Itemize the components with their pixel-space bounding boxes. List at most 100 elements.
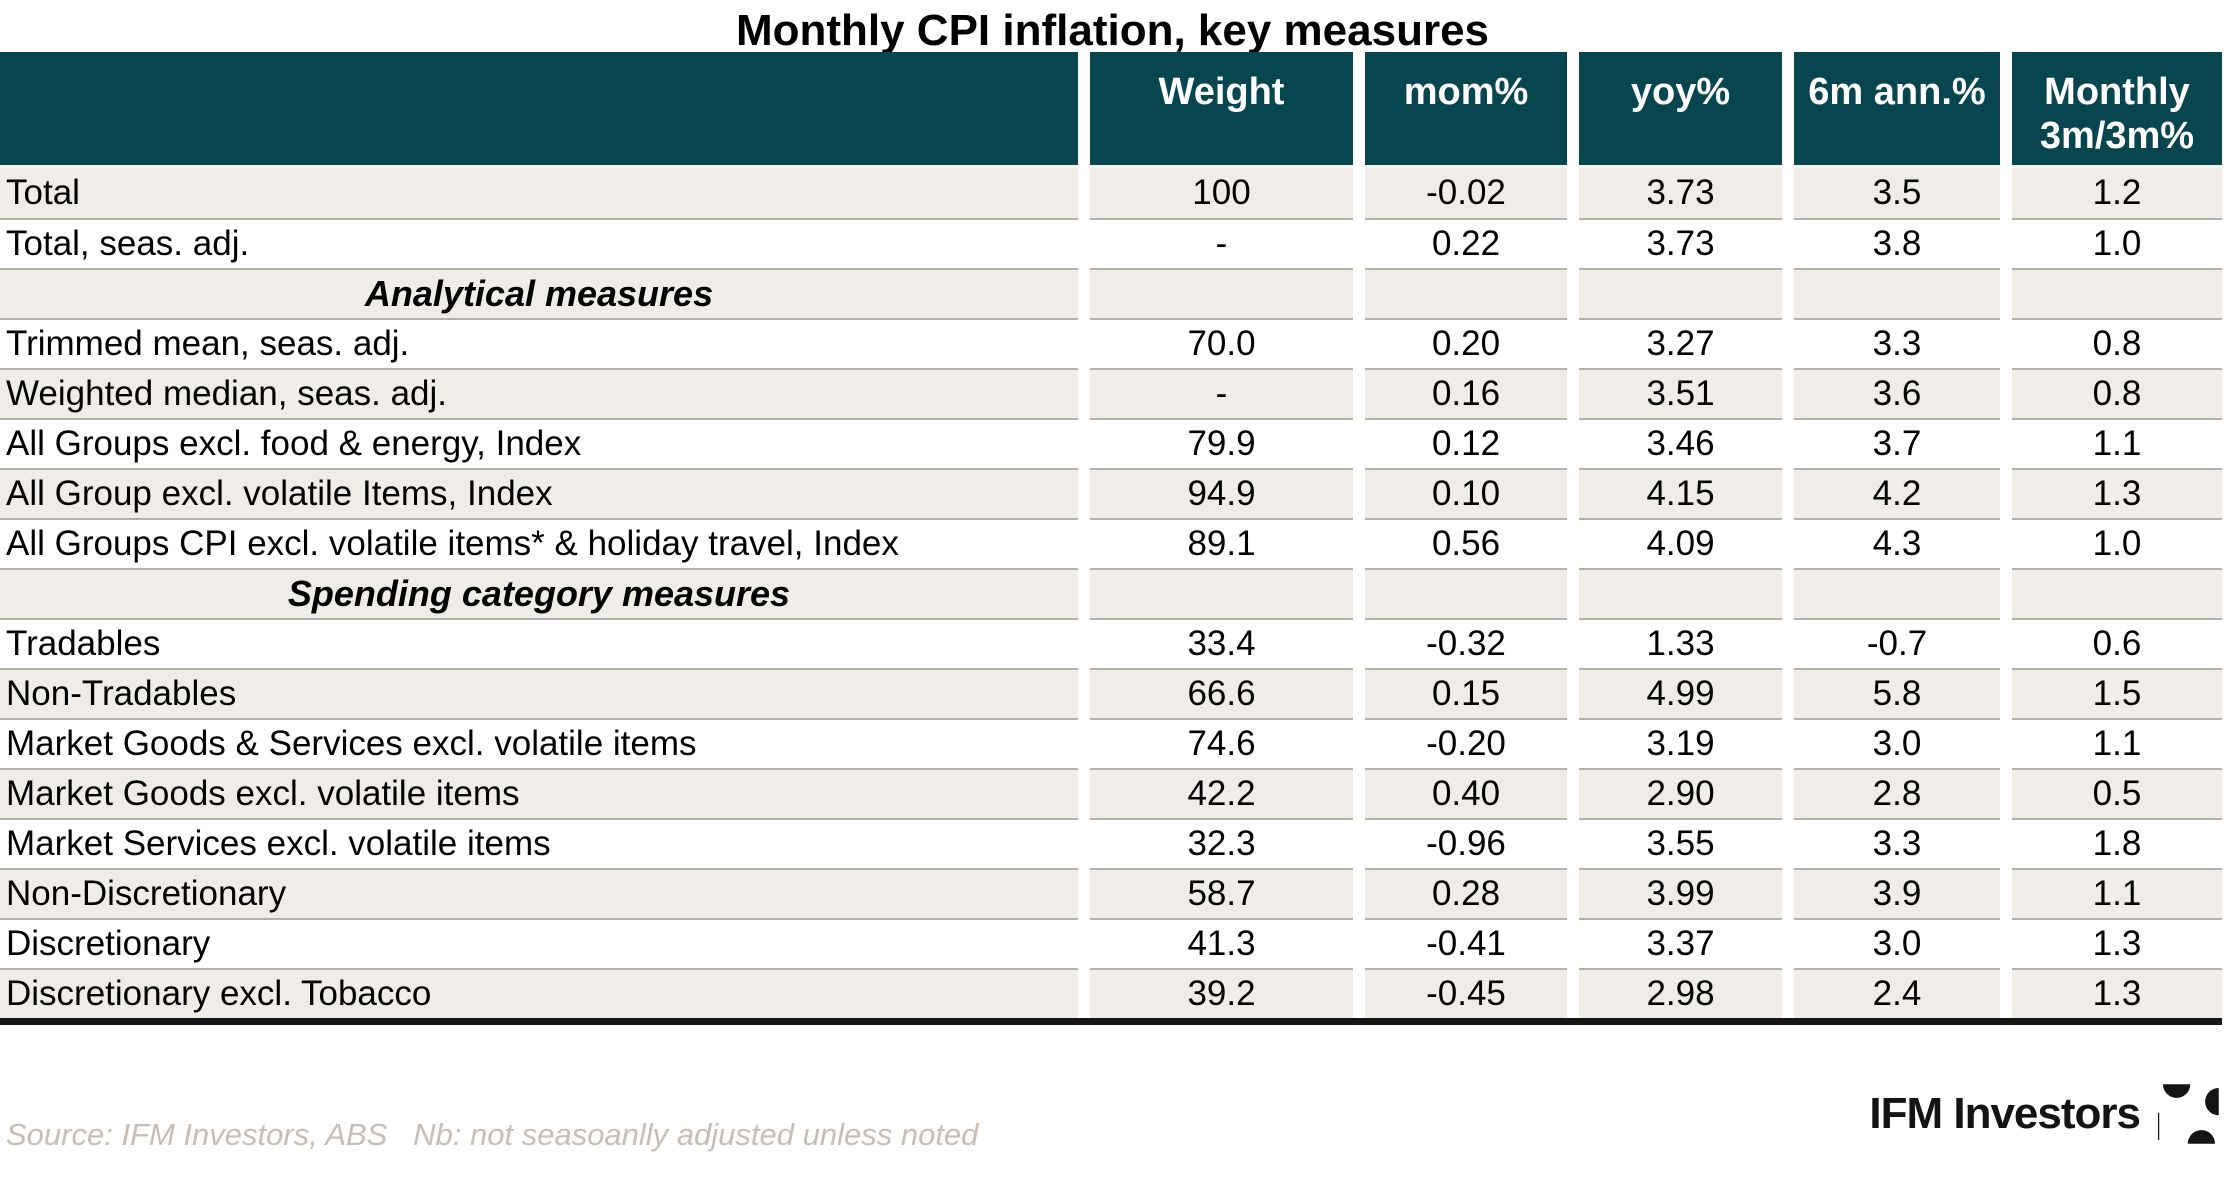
cell-mom: -0.45 xyxy=(1365,968,1567,1018)
footnote-source: Source: IFM Investors, ABS Nb: not seaso… xyxy=(6,1117,979,1152)
row-label: All Groups excl. food & energy, Index xyxy=(0,418,1078,468)
cell-mom: 0.16 xyxy=(1365,368,1567,418)
cell-ann6m: 3.5 xyxy=(1794,168,2000,218)
cell-weight: - xyxy=(1090,368,1353,418)
cell-mom xyxy=(1365,568,1567,618)
cell-yoy: 3.37 xyxy=(1579,918,1782,968)
cell-weight: 58.7 xyxy=(1090,868,1353,918)
cell-yoy: 4.15 xyxy=(1579,468,1782,518)
cell-yoy: 2.98 xyxy=(1579,968,1782,1018)
row-label: Non-Discretionary xyxy=(0,868,1078,918)
cell-m3m3: 0.5 xyxy=(2012,768,2222,818)
cell-weight: 79.9 xyxy=(1090,418,1353,468)
row-label: Market Goods & Services excl. volatile i… xyxy=(0,718,1078,768)
ifm-investors-logo: IFM Investors xyxy=(1869,1083,2220,1145)
cell-yoy xyxy=(1579,568,1782,618)
row-label: Trimmed mean, seas. adj. xyxy=(0,318,1078,368)
cell-ann6m: 3.9 xyxy=(1794,868,2000,918)
cell-ann6m: -0.7 xyxy=(1794,618,2000,668)
row-label: All Groups CPI excl. volatile items* & h… xyxy=(0,518,1078,568)
cell-ann6m: 3.6 xyxy=(1794,368,2000,418)
footnotes: Source: IFM Investors, ABS Nb: not seaso… xyxy=(0,1025,2225,1199)
cell-mom: -0.02 xyxy=(1365,168,1567,218)
cell-yoy: 3.73 xyxy=(1579,218,1782,268)
cell-weight xyxy=(1090,568,1353,618)
cell-m3m3: 1.2 xyxy=(2012,168,2222,218)
cell-m3m3: 1.8 xyxy=(2012,818,2222,868)
cell-mom: 0.15 xyxy=(1365,668,1567,718)
col-header-weight: Weight xyxy=(1090,52,1353,168)
cell-mom: 0.12 xyxy=(1365,418,1567,468)
cell-ann6m: 3.0 xyxy=(1794,718,2000,768)
cell-ann6m: 3.8 xyxy=(1794,218,2000,268)
cell-yoy: 1.33 xyxy=(1579,618,1782,668)
row-label: Non-Tradables xyxy=(0,668,1078,718)
cell-weight: 66.6 xyxy=(1090,668,1353,718)
cell-ann6m: 3.3 xyxy=(1794,318,2000,368)
cell-ann6m xyxy=(1794,568,2000,618)
row-label: Total, seas. adj. xyxy=(0,218,1078,268)
ifm-pinwheel-icon xyxy=(2158,1084,2219,1144)
cell-m3m3: 1.0 xyxy=(2012,218,2222,268)
cell-yoy: 3.27 xyxy=(1579,318,1782,368)
cell-m3m3 xyxy=(2012,268,2222,318)
cell-weight: 33.4 xyxy=(1090,618,1353,668)
row-label: Market Goods excl. volatile items xyxy=(0,768,1078,818)
cell-ann6m: 5.8 xyxy=(1794,668,2000,718)
col-header-6m-ann: 6m ann.% xyxy=(1794,52,2000,168)
cell-yoy: 2.90 xyxy=(1579,768,1782,818)
cell-ann6m: 3.0 xyxy=(1794,918,2000,968)
cell-yoy: 3.99 xyxy=(1579,868,1782,918)
cell-ann6m: 2.4 xyxy=(1794,968,2000,1018)
row-label: Discretionary excl. Tobacco xyxy=(0,968,1078,1018)
cell-yoy: 3.73 xyxy=(1579,168,1782,218)
cell-weight: 74.6 xyxy=(1090,718,1353,768)
row-label: Weighted median, seas. adj. xyxy=(0,368,1078,418)
col-header-monthly-3m3m: Monthly 3m/3m% xyxy=(2012,52,2222,168)
cell-weight: 32.3 xyxy=(1090,818,1353,868)
cell-m3m3: 1.3 xyxy=(2012,918,2222,968)
section-row-label: Spending category measures xyxy=(0,568,1078,618)
cell-mom: 0.20 xyxy=(1365,318,1567,368)
cell-mom: -0.96 xyxy=(1365,818,1567,868)
cell-mom: 0.22 xyxy=(1365,218,1567,268)
cell-m3m3: 1.0 xyxy=(2012,518,2222,568)
cell-mom: -0.20 xyxy=(1365,718,1567,768)
row-label: Total xyxy=(0,168,1078,218)
col-header-mom: mom% xyxy=(1365,52,1567,168)
cell-m3m3: 1.1 xyxy=(2012,418,2222,468)
ifm-investors-logo-text: IFM Investors xyxy=(1869,1089,2141,1138)
cell-mom: 0.56 xyxy=(1365,518,1567,568)
row-label: All Group excl. volatile Items, Index xyxy=(0,468,1078,518)
cell-m3m3: 1.1 xyxy=(2012,718,2222,768)
cell-ann6m: 2.8 xyxy=(1794,768,2000,818)
cell-mom: -0.32 xyxy=(1365,618,1567,668)
cell-weight: 41.3 xyxy=(1090,918,1353,968)
cell-weight: - xyxy=(1090,218,1353,268)
cell-weight: 39.2 xyxy=(1090,968,1353,1018)
page-title: Monthly CPI inflation, key measures xyxy=(735,6,1490,55)
cell-m3m3: 0.6 xyxy=(2012,618,2222,668)
cell-yoy: 3.55 xyxy=(1579,818,1782,868)
cell-weight: 100 xyxy=(1090,168,1353,218)
cell-mom: 0.40 xyxy=(1365,768,1567,818)
cell-mom: 0.28 xyxy=(1365,868,1567,918)
cell-yoy: 3.19 xyxy=(1579,718,1782,768)
cell-mom: 0.10 xyxy=(1365,468,1567,518)
row-label: Discretionary xyxy=(0,918,1078,968)
cell-mom: -0.41 xyxy=(1365,918,1567,968)
cell-ann6m: 3.7 xyxy=(1794,418,2000,468)
cell-m3m3: 1.1 xyxy=(2012,868,2222,918)
cell-yoy xyxy=(1579,268,1782,318)
cell-weight xyxy=(1090,268,1353,318)
cell-yoy: 3.46 xyxy=(1579,418,1782,468)
cell-mom xyxy=(1365,268,1567,318)
cell-weight: 42.2 xyxy=(1090,768,1353,818)
cell-m3m3: 0.8 xyxy=(2012,368,2222,418)
cell-m3m3: 1.3 xyxy=(2012,468,2222,518)
cell-m3m3: 0.8 xyxy=(2012,318,2222,368)
cell-yoy: 3.51 xyxy=(1579,368,1782,418)
cell-weight: 70.0 xyxy=(1090,318,1353,368)
cell-m3m3 xyxy=(2012,568,2222,618)
